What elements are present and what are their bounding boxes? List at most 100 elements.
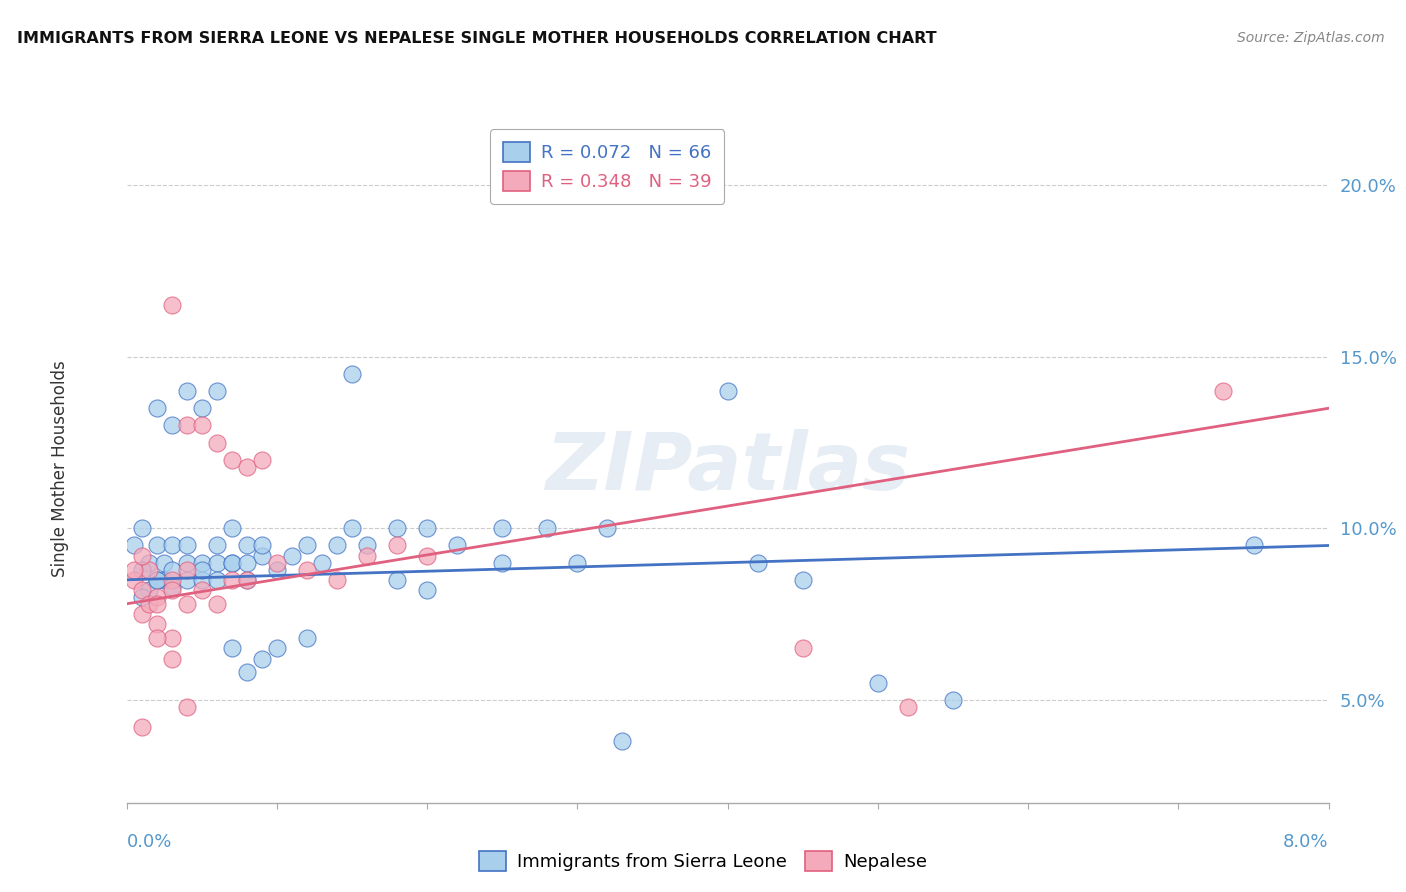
Point: [138, 597, 160, 611]
Point: [235, 556, 259, 570]
Point: [145, 597, 167, 611]
Point: [160, 580, 183, 594]
Point: [176, 597, 198, 611]
Point: [190, 418, 212, 433]
Text: Source: ZipAtlas.com: Source: ZipAtlas.com: [1237, 31, 1385, 45]
Point: [160, 418, 183, 433]
Point: [131, 521, 153, 535]
Point: [235, 573, 259, 587]
Point: [145, 573, 167, 587]
Point: [160, 631, 183, 645]
Point: [221, 573, 243, 587]
Point: [176, 699, 198, 714]
Point: [491, 521, 513, 535]
Point: [176, 384, 198, 398]
Point: [221, 556, 243, 570]
Point: [416, 583, 439, 598]
Point: [145, 573, 167, 587]
Point: [612, 734, 634, 748]
Legend: Immigrants from Sierra Leone, Nepalese: Immigrants from Sierra Leone, Nepalese: [472, 844, 934, 879]
Point: [160, 583, 183, 598]
Point: [190, 556, 212, 570]
Point: [897, 699, 920, 714]
Point: [190, 583, 212, 598]
Legend: R = 0.072   N = 66, R = 0.348   N = 39: R = 0.072 N = 66, R = 0.348 N = 39: [491, 129, 724, 203]
Text: 0.0%: 0.0%: [127, 833, 172, 851]
Point: [145, 617, 167, 632]
Point: [160, 573, 183, 587]
Point: [866, 675, 889, 690]
Point: [160, 298, 183, 312]
Point: [266, 641, 288, 656]
Point: [295, 562, 318, 576]
Point: [205, 597, 228, 611]
Point: [716, 384, 740, 398]
Point: [266, 562, 288, 576]
Point: [122, 573, 145, 587]
Point: [160, 539, 183, 553]
Point: [326, 573, 349, 587]
Point: [176, 562, 198, 576]
Point: [145, 539, 167, 553]
Point: [536, 521, 558, 535]
Point: [356, 539, 378, 553]
Point: [340, 521, 363, 535]
Point: [281, 549, 304, 563]
Point: [131, 549, 153, 563]
Point: [153, 556, 176, 570]
Point: [221, 556, 243, 570]
Point: [942, 693, 965, 707]
Point: [295, 539, 318, 553]
Point: [596, 521, 619, 535]
Point: [160, 651, 183, 665]
Point: [131, 562, 153, 576]
Point: [235, 459, 259, 474]
Point: [122, 562, 145, 576]
Point: [221, 452, 243, 467]
Point: [416, 521, 439, 535]
Text: IMMIGRANTS FROM SIERRA LEONE VS NEPALESE SINGLE MOTHER HOUSEHOLDS CORRELATION CH: IMMIGRANTS FROM SIERRA LEONE VS NEPALESE…: [17, 31, 936, 46]
Point: [1212, 384, 1234, 398]
Point: [747, 556, 769, 570]
Point: [205, 435, 228, 450]
Point: [266, 556, 288, 570]
Point: [792, 641, 814, 656]
Point: [205, 573, 228, 587]
Point: [250, 539, 273, 553]
Point: [326, 539, 349, 553]
Point: [250, 452, 273, 467]
Point: [190, 562, 212, 576]
Point: [446, 539, 468, 553]
Point: [190, 401, 212, 416]
Point: [138, 562, 160, 576]
Point: [122, 539, 145, 553]
Text: ZIPatlas: ZIPatlas: [546, 429, 910, 508]
Point: [145, 631, 167, 645]
Point: [205, 384, 228, 398]
Point: [160, 562, 183, 576]
Point: [131, 720, 153, 734]
Point: [250, 549, 273, 563]
Point: [385, 521, 408, 535]
Point: [235, 539, 259, 553]
Point: [385, 539, 408, 553]
Point: [138, 556, 160, 570]
Point: [145, 401, 167, 416]
Point: [340, 367, 363, 381]
Point: [311, 556, 333, 570]
Point: [138, 583, 160, 598]
Point: [131, 590, 153, 604]
Point: [416, 549, 439, 563]
Text: Single Mother Households: Single Mother Households: [52, 360, 69, 576]
Point: [131, 583, 153, 598]
Point: [176, 418, 198, 433]
Point: [385, 573, 408, 587]
Point: [491, 556, 513, 570]
Point: [567, 556, 589, 570]
Point: [235, 665, 259, 680]
Text: 8.0%: 8.0%: [1284, 833, 1329, 851]
Point: [250, 651, 273, 665]
Point: [221, 641, 243, 656]
Point: [205, 539, 228, 553]
Point: [176, 539, 198, 553]
